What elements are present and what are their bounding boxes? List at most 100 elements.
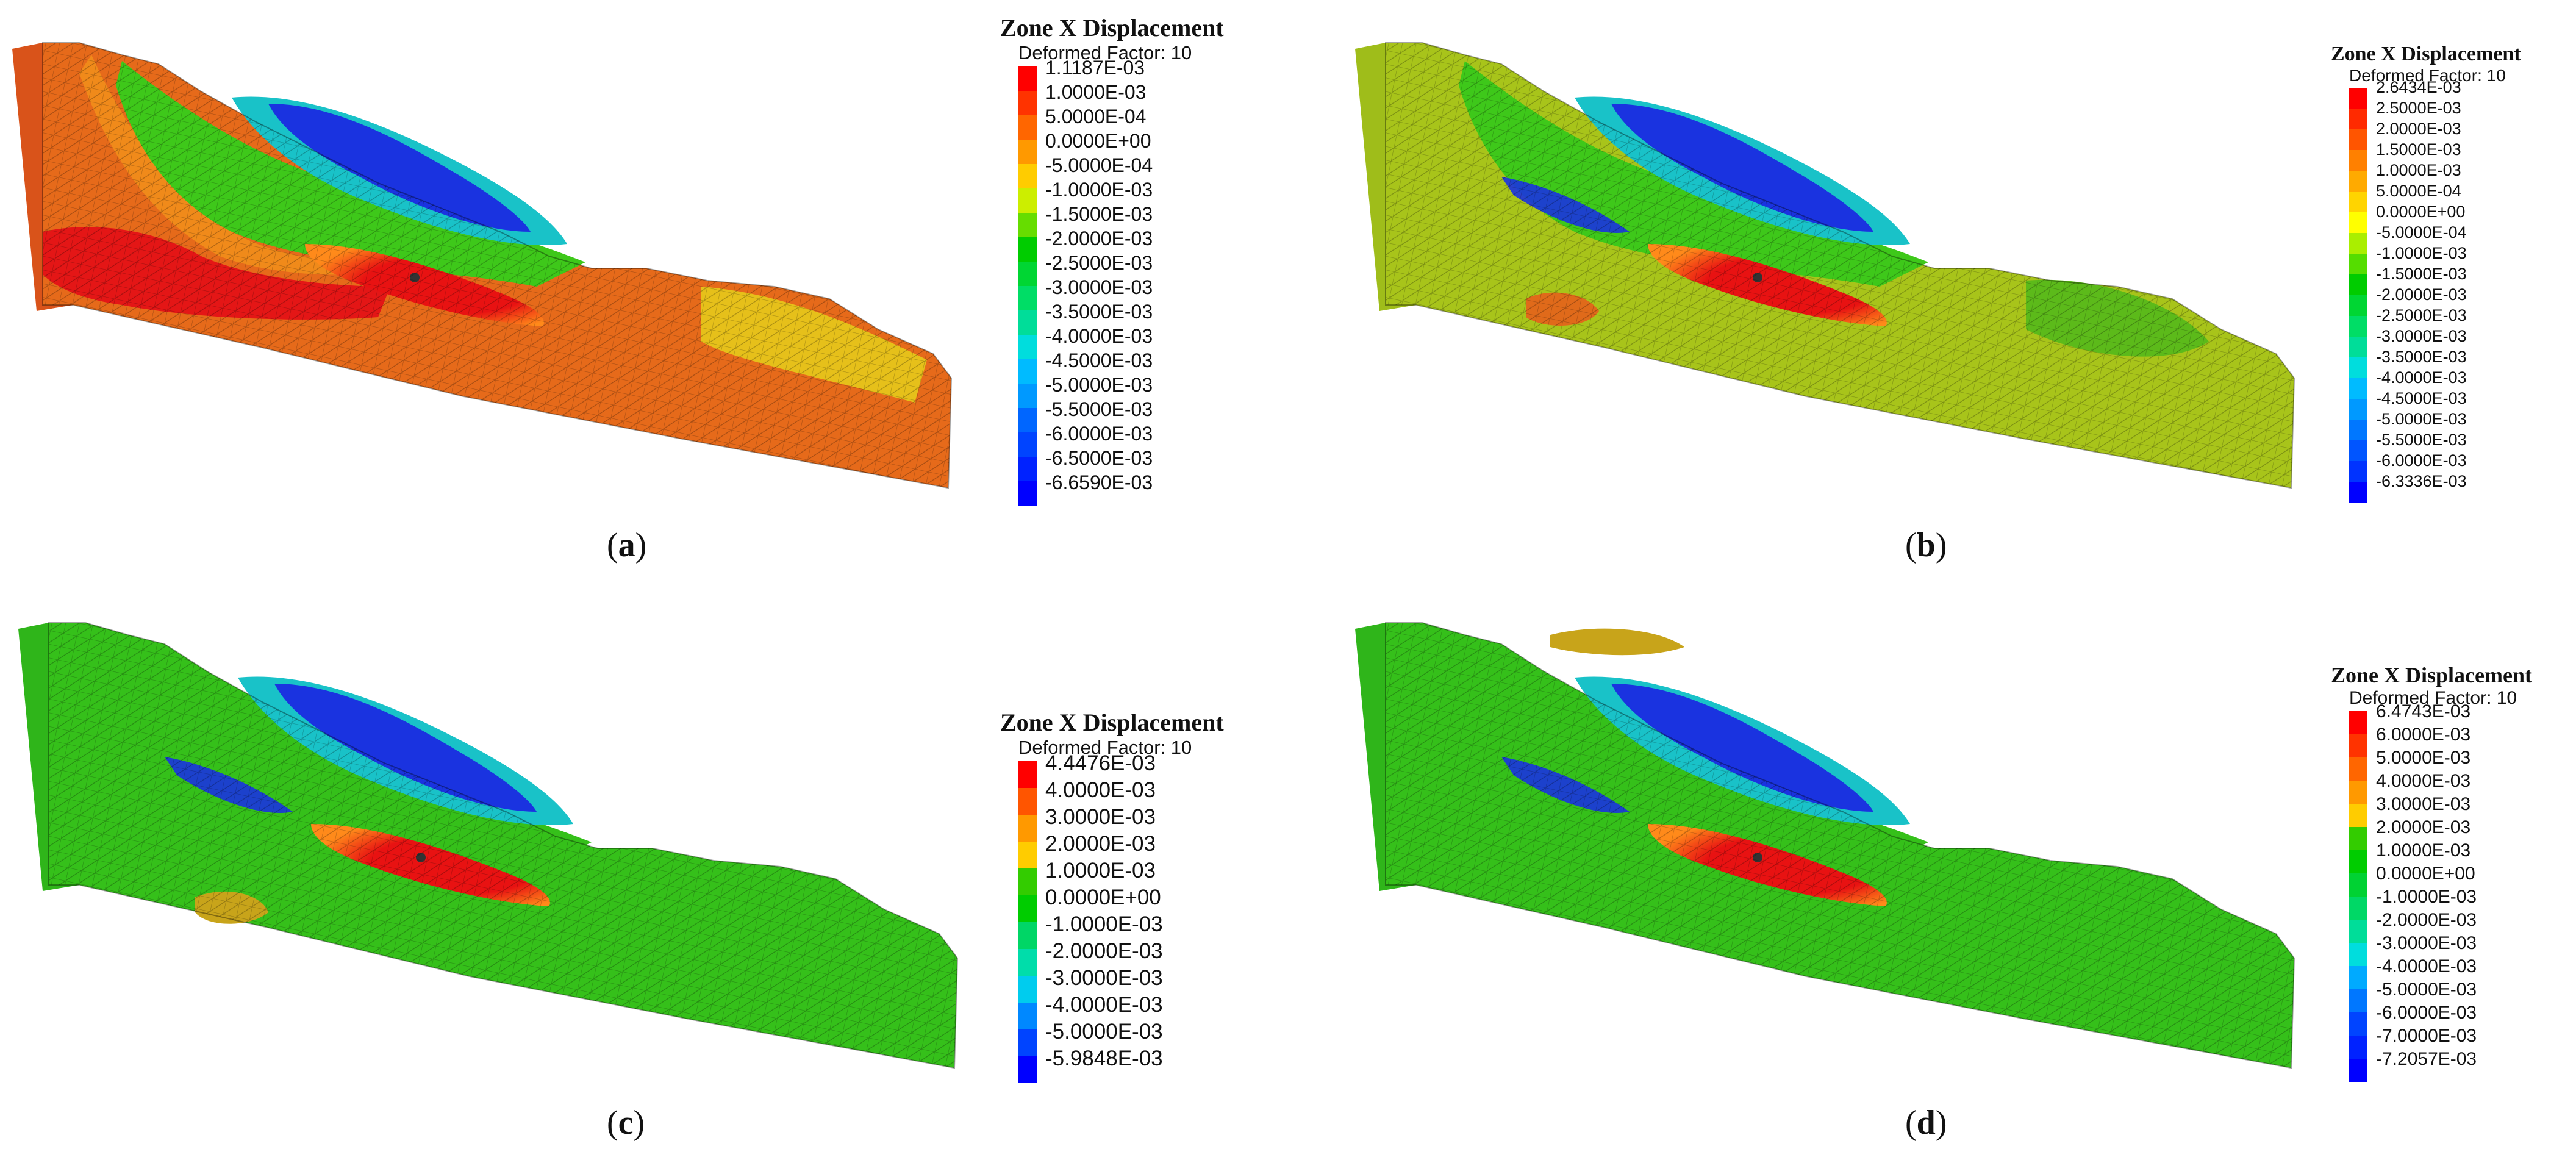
legend-value-label: -3.5000E-03 (2376, 348, 2467, 366)
legend-swatch (1018, 481, 1037, 506)
legend-value-label: -2.5000E-03 (1045, 252, 1153, 274)
legend-value-label: -3.0000E-03 (2376, 933, 2477, 953)
legend-color-bar (2349, 711, 2367, 1082)
legend-value-label: -1.0000E-03 (2376, 244, 2467, 262)
legend-value-label: -4.5000E-03 (1045, 349, 1153, 371)
legend-swatch (1018, 115, 1037, 140)
legend-value-label: -6.3336E-03 (2376, 472, 2467, 490)
legend-subtitle: Deformed Factor: 10 (1018, 42, 1192, 63)
legend-color-bar (1018, 761, 1037, 1083)
legend-value-label: 1.0000E-03 (2376, 161, 2461, 179)
legend-scale: 4.4476E-03 4.0000E-03 3.0000E-03 2.0000E-03… (1018, 751, 1224, 1083)
legend-swatch (2349, 150, 2367, 171)
legend-swatch (2349, 399, 2367, 420)
legend-swatch (1018, 842, 1037, 868)
legend-value-label: 1.5000E-03 (2376, 140, 2461, 159)
legend-value-label: 5.0000E-04 (2376, 182, 2461, 200)
legend-swatch (2349, 1012, 2367, 1036)
legend-swatch (1018, 1056, 1037, 1083)
panel-d: Zone X Displacement Deformed Factor: 10 … (1288, 580, 2576, 1160)
panel-c: Zone X Displacement Deformed Factor: 10 … (0, 580, 1288, 1160)
legend-value-label: -6.0000E-03 (2376, 1003, 2477, 1023)
legend-value-label: -2.5000E-03 (2376, 306, 2467, 324)
legend-swatch (2349, 171, 2367, 192)
legend-scale: 6.4743E-03 6.0000E-03 5.0000E-03 4.0000E-03… (2349, 701, 2532, 1082)
legend-scale: 2.6434E-03 2.5000E-03 2.0000E-03 1.5000E-03… (2349, 78, 2521, 503)
legend-swatch (2349, 461, 2367, 482)
legend-swatch (1018, 140, 1037, 164)
legend-value-label: -7.0000E-03 (2376, 1026, 2477, 1046)
slope-outline (48, 622, 959, 1069)
legend-value-label: -2.0000E-03 (1045, 939, 1163, 963)
legend-value-label: -4.0000E-03 (2376, 368, 2467, 387)
legend-labels: 1.1187E-03 1.0000E-03 5.0000E-04 0.0000E+00… (1045, 55, 1153, 495)
legend-swatch (2349, 804, 2367, 827)
legend-swatch (1018, 164, 1037, 188)
legend-value-label: 0.0000E+00 (1045, 130, 1151, 152)
mesh-overlay (43, 43, 951, 488)
legend-b: Zone X Displacement Deformed Factor: 10 … (2331, 43, 2521, 503)
legend-swatch (2349, 989, 2367, 1012)
legend-value-label: 4.0000E-03 (1045, 778, 1156, 802)
legend-swatch (2349, 233, 2367, 254)
legend-swatch (1018, 310, 1037, 335)
legend-value-label: -1.0000E-03 (2376, 887, 2477, 907)
legend-labels: 6.4743E-03 6.0000E-03 5.0000E-03 4.0000E-03… (2376, 700, 2477, 1071)
legend-subtitle: Deformed Factor: 10 (1018, 737, 1192, 758)
legend-swatch (1018, 262, 1037, 286)
legend-swatch (1018, 761, 1037, 788)
legend-swatch (1018, 384, 1037, 408)
region-max-negative (1611, 104, 1873, 232)
legend-value-label: -5.0000E-03 (2376, 979, 2477, 1000)
legend-value-label: -1.0000E-03 (1045, 912, 1163, 936)
legend-title: Zone X Displacement (2331, 43, 2521, 65)
legend-value-label: -3.0000E-03 (2376, 327, 2467, 345)
caption-c: (c) (607, 1104, 645, 1142)
region-max-negative (1611, 684, 1873, 812)
legend-swatch (2349, 1036, 2367, 1059)
legend-swatch (2349, 1059, 2367, 1082)
legend-value-label: -3.0000E-03 (1045, 966, 1163, 990)
legend-swatch (2349, 88, 2367, 109)
legend-swatch (2349, 440, 2367, 461)
legend-swatch (1018, 359, 1037, 384)
legend-swatch (2349, 316, 2367, 337)
legend-value-label: -4.0000E-03 (1045, 325, 1153, 347)
legend-value-label: -6.5000E-03 (1045, 447, 1153, 469)
legend-swatch (2349, 850, 2367, 873)
region-max-negative (268, 104, 531, 232)
slope-model-a (12, 42, 953, 489)
legend-swatch (1018, 1003, 1037, 1029)
legend-value-label: -5.5000E-03 (2376, 431, 2467, 449)
legend-swatch (2349, 943, 2367, 966)
region-crest (1550, 628, 1684, 656)
legend-swatch (1018, 432, 1037, 457)
legend-value-label: -3.5000E-03 (1045, 301, 1153, 323)
slope-outline (1385, 42, 2295, 489)
legend-swatch (1018, 335, 1037, 359)
slope-model-c (18, 622, 959, 1069)
legend-value-label: -1.0000E-03 (1045, 179, 1153, 201)
legend-value-label: 2.5000E-03 (2376, 99, 2461, 117)
legend-labels: 4.4476E-03 4.0000E-03 3.0000E-03 2.0000E-03… (1045, 750, 1163, 1072)
mesh-overlay (1386, 623, 2294, 1068)
legend-swatch (1018, 868, 1037, 895)
legend-value-label: 0.0000E+00 (2376, 202, 2466, 221)
legend-value-label: -4.0000E-03 (1045, 993, 1163, 1017)
legend-swatch (1018, 66, 1037, 91)
legend-swatch (1018, 976, 1037, 1003)
panel-a: Zone X Displacement Deformed Factor: 10 … (0, 0, 1288, 580)
legend-swatch (1018, 188, 1037, 213)
legend-swatch (2349, 378, 2367, 399)
caption-b: (b) (1905, 526, 1947, 564)
legend-swatch (2349, 897, 2367, 920)
legend-swatch (2349, 873, 2367, 897)
legend-color-bar (1018, 66, 1037, 506)
slope-model-b (1355, 42, 2295, 489)
mesh-overlay (1386, 43, 2294, 488)
legend-swatch (2349, 295, 2367, 316)
legend-value-label: -1.5000E-03 (1045, 203, 1153, 225)
legend-swatch (2349, 337, 2367, 357)
legend-swatch (2349, 274, 2367, 295)
legend-title: Zone X Displacement (1000, 709, 1224, 736)
